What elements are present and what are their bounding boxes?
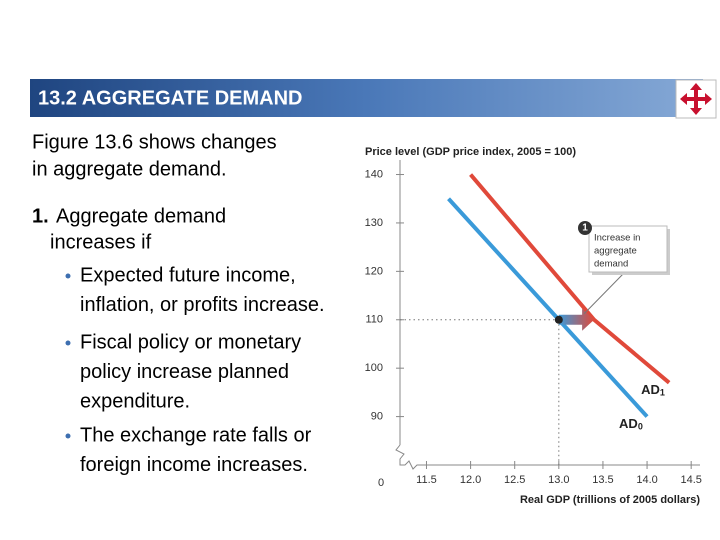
bullet-line: Expected future income, [80,264,296,286]
bullet-line: policy increase planned [80,361,289,383]
bullet [65,340,71,346]
slide-body: Figure 13.6 shows changes in aggregate de… [32,131,325,476]
y-tick-label: 110 [365,314,383,326]
annotation-text: demand [594,259,628,270]
axis-break [395,444,700,470]
y-tick-label: 120 [365,265,383,277]
annotation-number: 1 [582,223,588,234]
demand-line [469,173,671,385]
x-tick-label: 13.5 [592,474,613,486]
x-tick-label: 12.0 [460,474,481,486]
point-number: 1. [32,205,49,227]
annotation-badge [578,221,592,235]
x-tick-label: 13.0 [548,474,569,486]
x-axis-title: Real GDP (trillions of 2005 dollars) [520,494,700,506]
annotation-text: aggregate [594,246,637,257]
chart-background [358,128,720,528]
point-line: Aggregate demand [56,205,226,227]
bullet-line: The exchange rate falls or [80,424,312,446]
equilibrium-point [554,315,563,324]
bullet [65,433,71,439]
x-tick-label: 11.5 [416,474,437,486]
x-tick-label: 12.5 [504,474,525,486]
title-bar [30,79,703,117]
intro-line: in aggregate demand. [32,158,227,180]
x-tick-label: 14.5 [680,474,701,486]
annotation-text: Increase in [594,233,640,244]
series-label: AD1 [641,382,665,398]
bullet-line: foreign income increases. [80,454,308,476]
leader-line [583,271,626,315]
point-line: increases if [50,231,152,253]
y-tick-label: 90 [371,410,383,422]
demand-line [447,197,649,418]
slide-title: 13.2 AGGREGATE DEMAND [38,87,302,109]
y-tick-label: 140 [365,168,383,180]
x-tick-label: 14.0 [636,474,657,486]
y-tick-label: 100 [365,362,383,374]
bullet-line: expenditure. [80,390,190,412]
annotation-box [588,225,668,273]
y-tick-label: 130 [365,217,383,229]
chart: Price level (GDP price index, 2005 = 100… [365,146,702,506]
bullet [65,273,71,279]
y-axis-title: Price level (GDP price index, 2005 = 100… [365,146,576,158]
origin-label: 0 [378,477,384,489]
shift-arrow [558,308,595,331]
bullet-line: Fiscal policy or monetary [80,331,301,353]
bullet-line: inflation, or profits increase. [80,294,325,316]
nav-icon[interactable] [675,79,717,119]
intro-line: Figure 13.6 shows changes [32,131,277,153]
series-label: AD0 [619,416,643,432]
